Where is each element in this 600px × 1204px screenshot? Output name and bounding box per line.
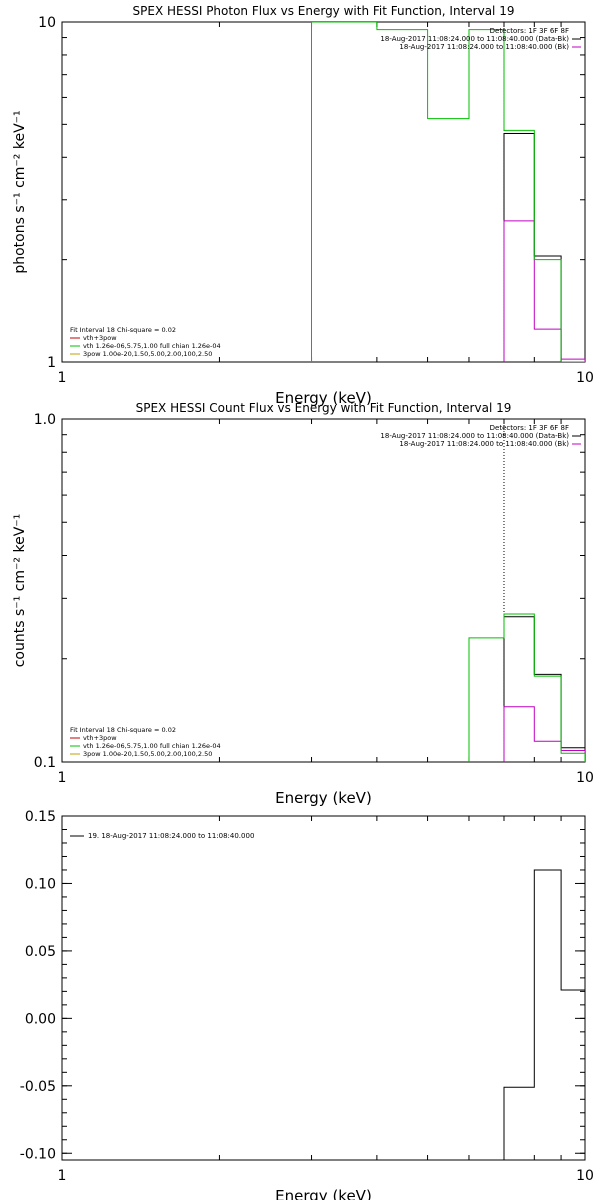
legend-bottom-entry: 3pow 1.00e-20,1.50,5.00,2.00,100,2.50 (83, 750, 212, 758)
series-2-histogram (311, 22, 585, 362)
series-0-histogram (503, 869, 585, 1160)
x-tick-label: 10 (576, 370, 594, 386)
y-tick-label: 1.0 (34, 412, 56, 428)
y-tick-label: -0.05 (20, 1079, 56, 1095)
x-tick-label: 10 (576, 1168, 594, 1184)
legend-bottom-entry: Fit Interval 18 Chi-square = 0.02 (70, 726, 176, 734)
axes-frame (61, 815, 586, 1161)
axes-frame (61, 418, 586, 763)
series-0-histogram (503, 616, 585, 762)
y-axis-label: photons s⁻¹ cm⁻² keV⁻¹ (12, 110, 28, 273)
legend-top-entry: 18-Aug-2017 11:08:24.000 to 11:08:40.000… (399, 440, 569, 448)
chart-title: SPEX HESSI Count Flux vs Energy with Fit… (136, 401, 512, 415)
series-0-histogram (503, 133, 585, 362)
legend-top-entry: 18-Aug-2017 11:08:24.000 to 11:08:40.000… (380, 432, 569, 440)
legend-bottom-entry: vth+3pow (83, 334, 117, 342)
legend-top-entry: Detectors: 1F 3F 6F 8F (490, 27, 569, 35)
count-flux-panel: SPEX HESSI Count Flux vs Energy with Fit… (12, 401, 594, 807)
series-2-histogram (468, 613, 585, 762)
residuals-panel: 1 10 Energy (keV) 0.15 0.10 0.05 0.00 -0.05 -0.1… (20, 809, 594, 1204)
x-axis-label: Energy (keV) (275, 1187, 372, 1200)
legend-entry: 19. 18-Aug-2017 11:08:24.000 to 11:08:40… (88, 832, 254, 840)
x-tick-label: 10 (576, 770, 594, 786)
legend-top-entry: Detectors: 1F 3F 6F 8F (490, 424, 569, 432)
x-axis-label: Energy (keV) (275, 789, 372, 807)
axes-frame (61, 21, 586, 363)
legend-bottom-entry: 3pow 1.00e-20,1.50,5.00,2.00,100,2.50 (83, 350, 212, 358)
x-tick-label: 1 (58, 1168, 67, 1184)
chart-title: SPEX HESSI Photon Flux vs Energy with Fi… (133, 4, 515, 18)
photon-flux-panel: SPEX HESSI Photon Flux vs Energy with Fi… (12, 4, 594, 407)
x-tick-label: 1 (58, 370, 67, 386)
legend-bottom-entry: vth 1.26e-06,5.75,1.00 full chian 1.26e-… (83, 742, 221, 750)
series-1-histogram (503, 706, 585, 762)
y-tick-label: 0.1 (34, 755, 56, 771)
y-tick-label: 0.05 (25, 944, 56, 960)
legend-bottom-entry: vth+3pow (83, 734, 117, 742)
series-1-histogram (503, 220, 585, 362)
legend-top-entry: 18-Aug-2017 11:08:24.000 to 11:08:40.000… (399, 43, 569, 51)
legend-bottom-entry: Fit Interval 18 Chi-square = 0.02 (70, 326, 176, 334)
y-tick-label: 1 (47, 355, 56, 371)
y-axis-label: counts s⁻¹ cm⁻² keV⁻¹ (12, 514, 28, 668)
y-tick-label: 0.10 (25, 876, 56, 892)
y-tick-label: -0.10 (20, 1146, 56, 1162)
x-tick-label: 1 (58, 770, 67, 786)
x-axis-label: Energy (keV) (275, 389, 372, 407)
y-tick-label: 0.15 (25, 809, 56, 825)
legend-bottom-entry: vth 1.26e-06,5.75,1.00 full chian 1.26e-… (83, 342, 221, 350)
legend-top-entry: 18-Aug-2017 11:08:24.000 to 11:08:40.000… (380, 35, 569, 43)
y-tick-label: 10 (38, 15, 56, 31)
y-tick-label: 0.00 (25, 1011, 56, 1027)
